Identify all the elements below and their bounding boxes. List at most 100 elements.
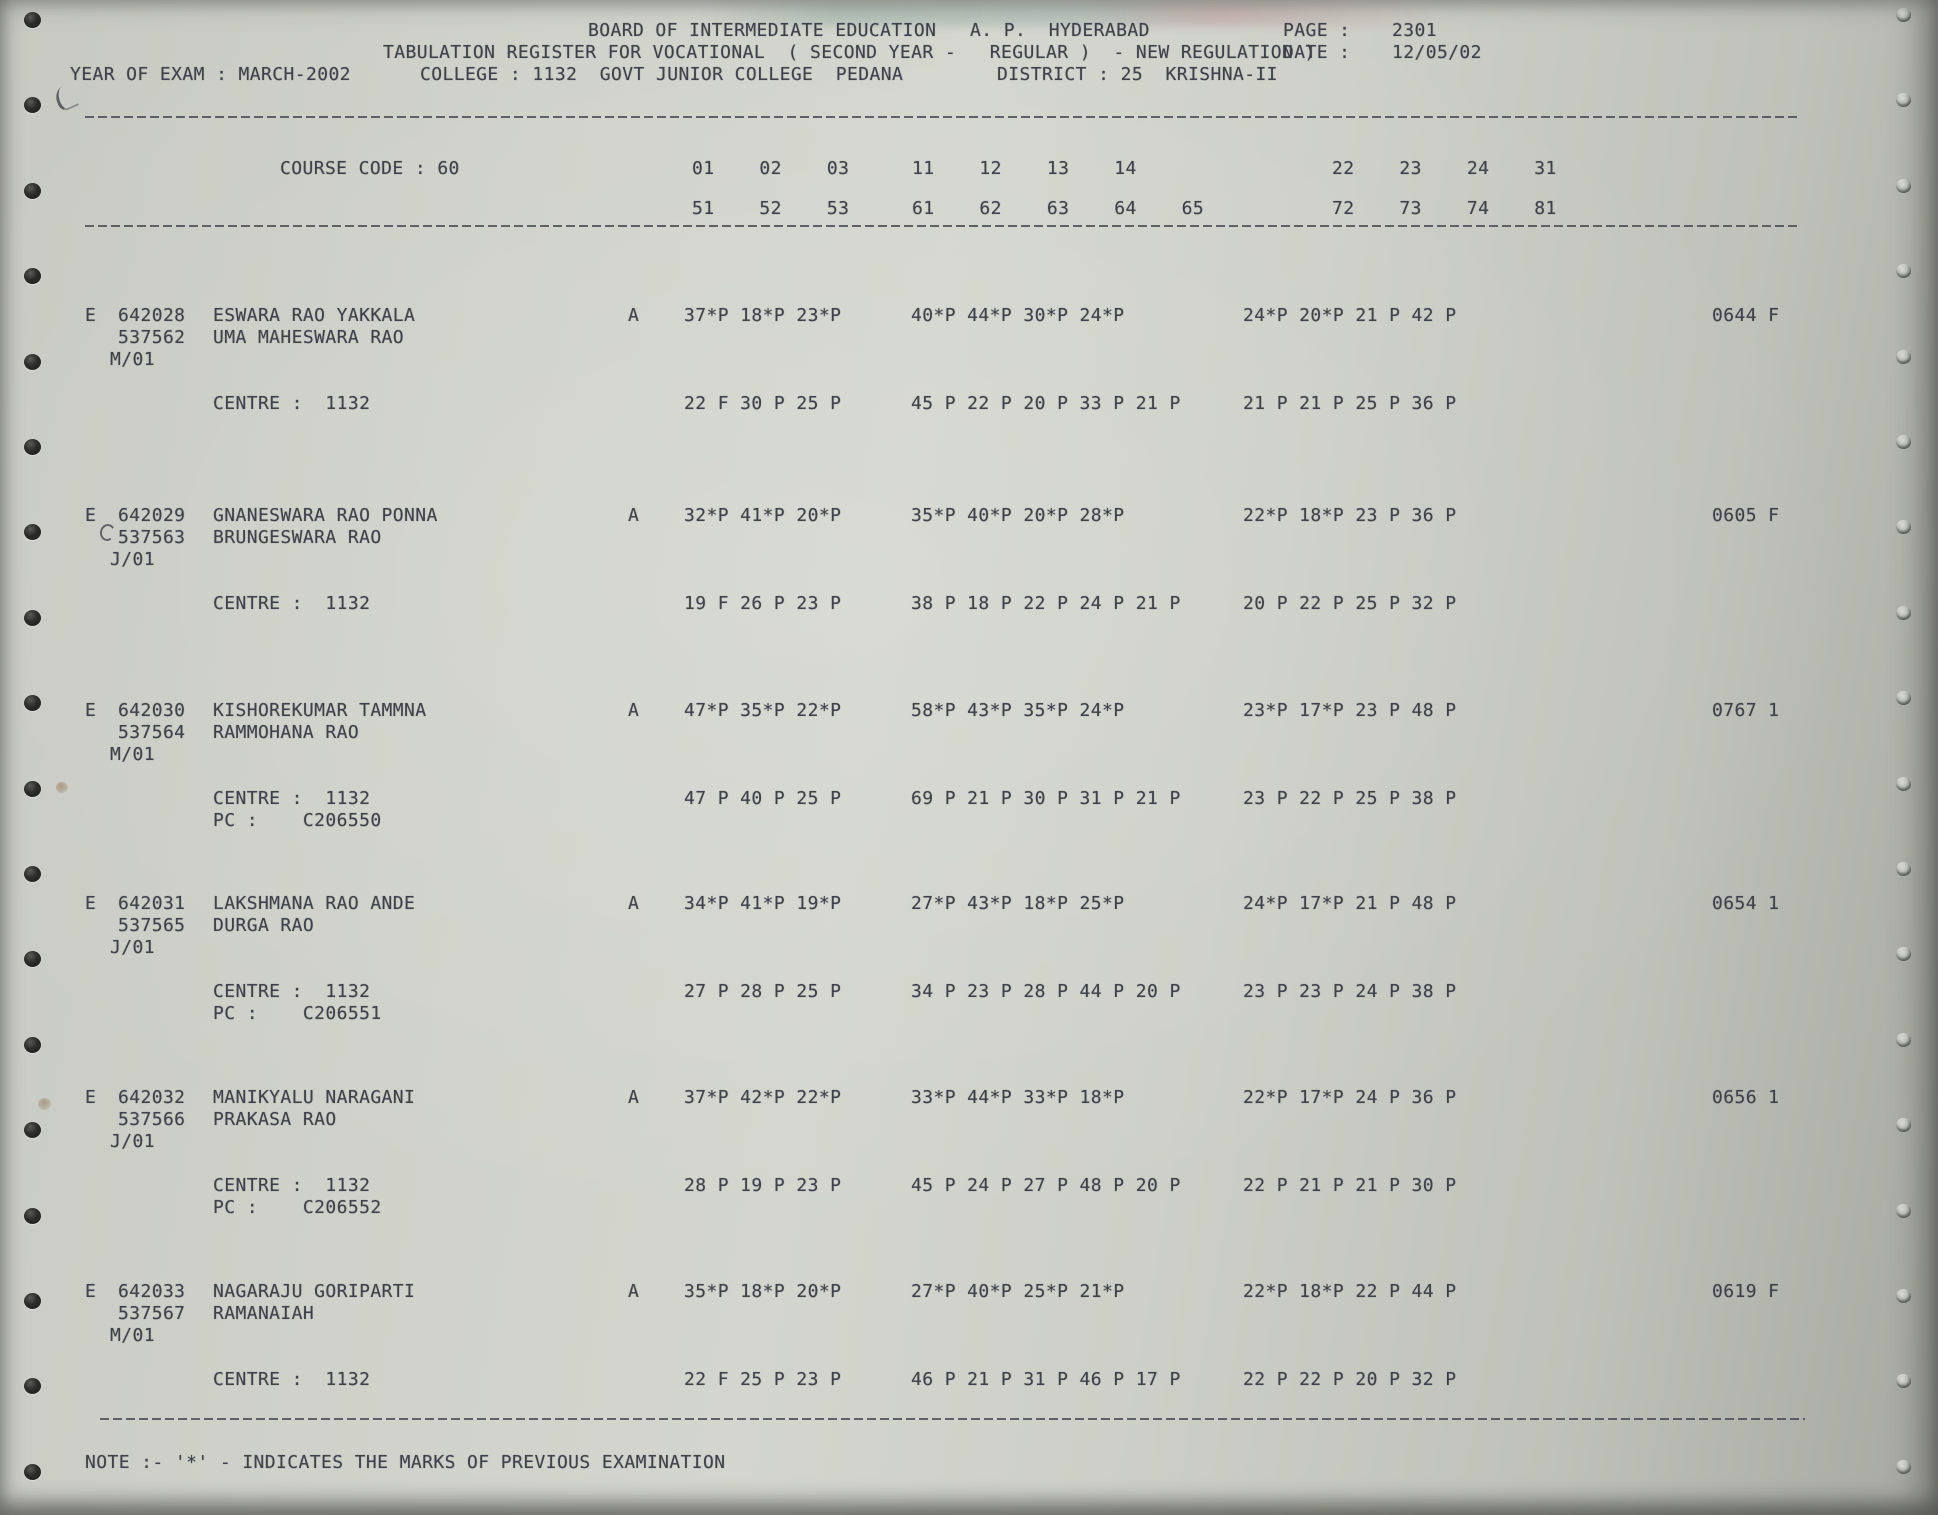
father-name: DURGA RAO	[213, 915, 315, 936]
punch-hole	[24, 353, 41, 370]
student-name: ESWARA RAO YAKKALA	[213, 305, 416, 326]
punch-hole	[1896, 947, 1911, 962]
punch-hole	[1896, 776, 1911, 791]
student-name: KISHOREKUMAR TAMMNA	[213, 700, 427, 721]
hallticket-number: 537565	[118, 915, 186, 936]
hallticket-number: 537563	[118, 527, 186, 548]
marks-group3: 22*P 17*P 24 P 36 P	[1243, 1087, 1457, 1108]
centre-line: CENTRE : 1132	[213, 1175, 371, 1196]
marks-group3: 24*P 17*P 21 P 48 P	[1243, 893, 1457, 914]
student-record: E 642028 ESWARA RAO YAKKALA A 37*P 18*P …	[0, 305, 1938, 455]
handwritten-mark	[51, 83, 80, 113]
medium-code: J/01	[110, 549, 155, 570]
marks-group1: 32*P 41*P 20*P	[684, 505, 842, 526]
subject-codes: 22 23 24 31	[1332, 158, 1557, 179]
punch-hole	[1896, 93, 1911, 108]
centre-marks-group1: 22 F 25 P 23 P	[684, 1369, 842, 1390]
punch-hole	[24, 1293, 41, 1309]
hallticket-number: 537564	[118, 722, 186, 743]
attendance-flag: A	[628, 1281, 640, 1302]
punch-hole	[24, 268, 41, 285]
marks-group1: 35*P 18*P 20*P	[684, 1281, 842, 1302]
student-record: E 642032 MANIKYALU NARAGANI A 37*P 42*P …	[0, 1087, 1938, 1237]
father-name: RAMMOHANA RAO	[213, 722, 360, 743]
punch-hole	[24, 695, 41, 712]
punch-hole	[1896, 349, 1911, 364]
punch-hole	[1896, 264, 1911, 279]
student-record: E 642030 KISHOREKUMAR TAMMNA A 47*P 35*P…	[0, 700, 1938, 850]
punch-hole	[1896, 605, 1911, 620]
centre-line: CENTRE : 1132	[213, 1369, 371, 1390]
pc-line: PC : C206552	[213, 1197, 382, 1218]
centre-marks-group3: 23 P 23 P 24 P 38 P	[1243, 981, 1457, 1002]
subject-codes: 51 52 53	[692, 198, 850, 219]
marks-group3: 23*P 17*P 23 P 48 P	[1243, 700, 1457, 721]
register-title: TABULATION REGISTER FOR VOCATIONAL ( SEC…	[383, 42, 1316, 63]
marks-group2: 35*P 40*P 20*P 28*P	[911, 505, 1125, 526]
father-name: UMA MAHESWARA RAO	[213, 327, 405, 348]
punch-hole	[24, 780, 41, 797]
marks-group3: 22*P 18*P 22 P 44 P	[1243, 1281, 1457, 1302]
student-record: E 642033 NAGARAJU GORIPARTI A 35*P 18*P …	[0, 1281, 1938, 1431]
marks-group3: 22*P 18*P 23 P 36 P	[1243, 505, 1457, 526]
marks-group1: 47*P 35*P 22*P	[684, 700, 842, 721]
punch-hole	[1896, 178, 1911, 193]
student-name: NAGARAJU GORIPARTI	[213, 1281, 416, 1302]
punch-hole	[24, 97, 41, 114]
punch-hole	[24, 866, 41, 882]
student-record: E 642031 LAKSHMANA RAO ANDE A 34*P 41*P …	[0, 893, 1938, 1043]
centre-marks-group1: 47 P 40 P 25 P	[684, 788, 842, 809]
hallticket-number: 537567	[118, 1303, 186, 1324]
punch-hole	[24, 439, 41, 455]
board-title: BOARD OF INTERMEDIATE EDUCATION A. P. HY…	[588, 20, 1150, 41]
series-code: E	[85, 1087, 97, 1108]
total-result: 0619 F	[1712, 1281, 1780, 1302]
subject-codes: 72 73 74 81	[1332, 198, 1557, 219]
centre-marks-group1: 22 F 30 P 25 P	[684, 393, 842, 414]
footer-note: NOTE :- '*' - INDICATES THE MARKS OF PRE…	[85, 1452, 726, 1473]
punch-hole	[24, 1122, 41, 1139]
punch-hole	[24, 524, 41, 541]
centre-marks-group3: 20 P 22 P 25 P 32 P	[1243, 593, 1457, 614]
centre-marks-group1: 27 P 28 P 25 P	[684, 981, 842, 1002]
register-number: 642033	[118, 1281, 186, 1302]
separator-line	[85, 116, 1800, 118]
date-label: DATE :	[1283, 42, 1351, 63]
centre-line: CENTRE : 1132	[213, 393, 371, 414]
punch-hole	[1896, 435, 1911, 449]
series-code: E	[85, 305, 97, 326]
centre-marks-group3: 22 P 22 P 20 P 32 P	[1243, 1369, 1457, 1390]
centre-marks-group2: 46 P 21 P 31 P 46 P 17 P	[911, 1369, 1181, 1390]
medium-code: M/01	[110, 349, 155, 370]
total-result: 0644 F	[1712, 305, 1780, 326]
punch-hole	[24, 1463, 41, 1480]
punch-hole	[1896, 1374, 1911, 1389]
page-number: 2301	[1392, 20, 1437, 41]
separator-line	[100, 1418, 1805, 1420]
punch-hole	[24, 1207, 41, 1224]
student-name: LAKSHMANA RAO ANDE	[213, 893, 416, 914]
bleed-through-ghost	[700, 0, 1440, 26]
punch-hole	[1896, 1289, 1911, 1303]
year-of-exam: YEAR OF EXAM : MARCH-2002	[70, 64, 351, 85]
marks-group2: 33*P 44*P 33*P 18*P	[911, 1087, 1125, 1108]
attendance-flag: A	[628, 505, 640, 526]
father-name: PRAKASA RAO	[213, 1109, 337, 1130]
subject-codes: 11 12 13 14	[912, 158, 1137, 179]
attendance-flag: A	[628, 1087, 640, 1108]
attendance-flag: A	[628, 893, 640, 914]
centre-line: CENTRE : 1132	[213, 593, 371, 614]
marks-group2: 27*P 43*P 18*P 25*P	[911, 893, 1125, 914]
student-record: E 642029 GNANESWARA RAO PONNA A 32*P 41*…	[0, 505, 1938, 655]
marks-group1: 37*P 18*P 23*P	[684, 305, 842, 326]
register-number: 642030	[118, 700, 186, 721]
handwritten-mark	[38, 1098, 51, 1110]
attendance-flag: A	[628, 305, 640, 326]
marks-group3: 24*P 20*P 21 P 42 P	[1243, 305, 1457, 326]
series-code: E	[85, 700, 97, 721]
punch-hole	[1896, 862, 1911, 876]
punch-hole	[24, 12, 41, 28]
punch-hole	[24, 951, 41, 968]
register-number: 642031	[118, 893, 186, 914]
